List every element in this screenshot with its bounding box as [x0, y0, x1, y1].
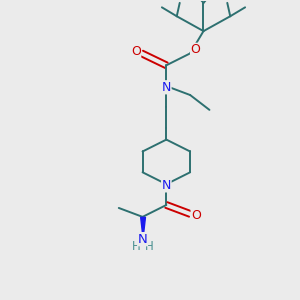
Text: H: H [145, 240, 154, 253]
Text: O: O [190, 43, 200, 56]
Text: N: N [162, 179, 171, 192]
Text: O: O [131, 45, 141, 58]
Text: O: O [191, 209, 201, 222]
Text: H: H [132, 240, 140, 253]
Text: N: N [138, 233, 147, 246]
Text: N: N [162, 81, 171, 94]
